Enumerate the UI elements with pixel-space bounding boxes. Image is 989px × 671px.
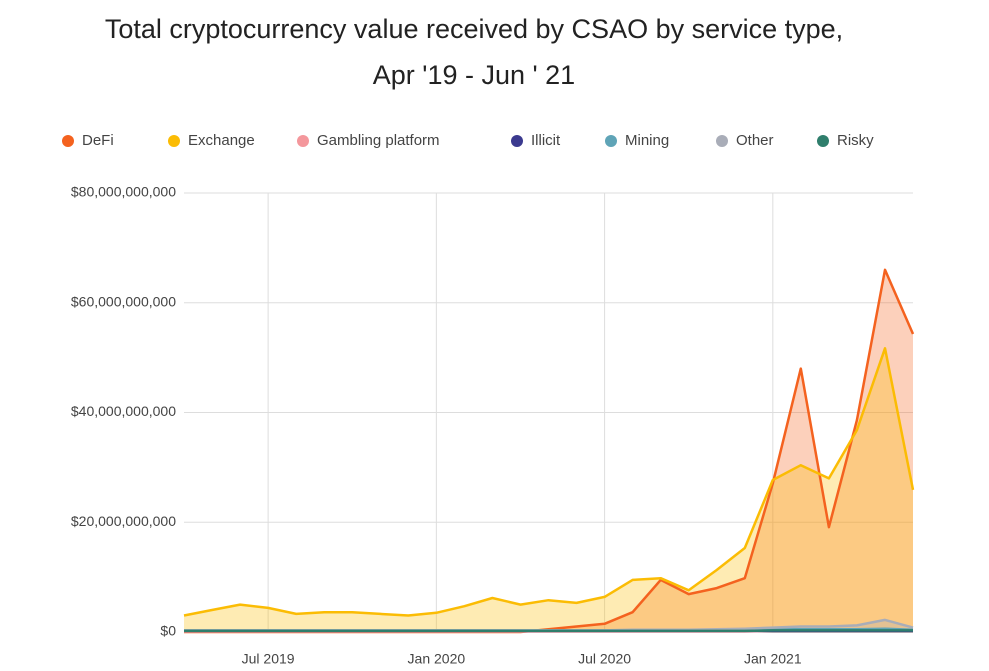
line (184, 629, 913, 633)
x-tick-label: Jul 2019 (242, 651, 295, 667)
legend-swatch (511, 135, 523, 147)
legend-swatch (817, 135, 829, 147)
line (183, 347, 915, 617)
legend-label: Exchange (188, 132, 255, 149)
chart-title: Total cryptocurrency value received by C… (105, 14, 843, 44)
y-tick-label: $40,000,000,000 (71, 403, 176, 419)
legend-label: Mining (625, 132, 669, 149)
y-tick-label: $60,000,000,000 (71, 293, 176, 309)
y-tick-label: $20,000,000,000 (71, 513, 176, 529)
legend-label: Illicit (531, 132, 561, 149)
y-tick-label: $0 (160, 623, 176, 639)
chart-subtitle: Apr '19 - Jun ' 21 (373, 60, 575, 90)
legend-swatch (716, 135, 728, 147)
legend-swatch (168, 135, 180, 147)
legend-label: Other (736, 132, 774, 149)
legend-label: Risky (837, 132, 874, 149)
x-tick-label: Jan 2021 (744, 651, 802, 667)
x-tick-label: Jan 2020 (408, 651, 466, 667)
area (184, 269, 913, 632)
legend-label: DeFi (82, 132, 114, 149)
legend-swatch (605, 135, 617, 147)
x-tick-label: Jul 2020 (578, 651, 631, 667)
legend-swatch (297, 135, 309, 147)
legend-swatch (62, 135, 74, 147)
legend-label: Gambling platform (317, 132, 440, 149)
area (184, 348, 913, 632)
y-tick-label: $80,000,000,000 (71, 184, 176, 200)
